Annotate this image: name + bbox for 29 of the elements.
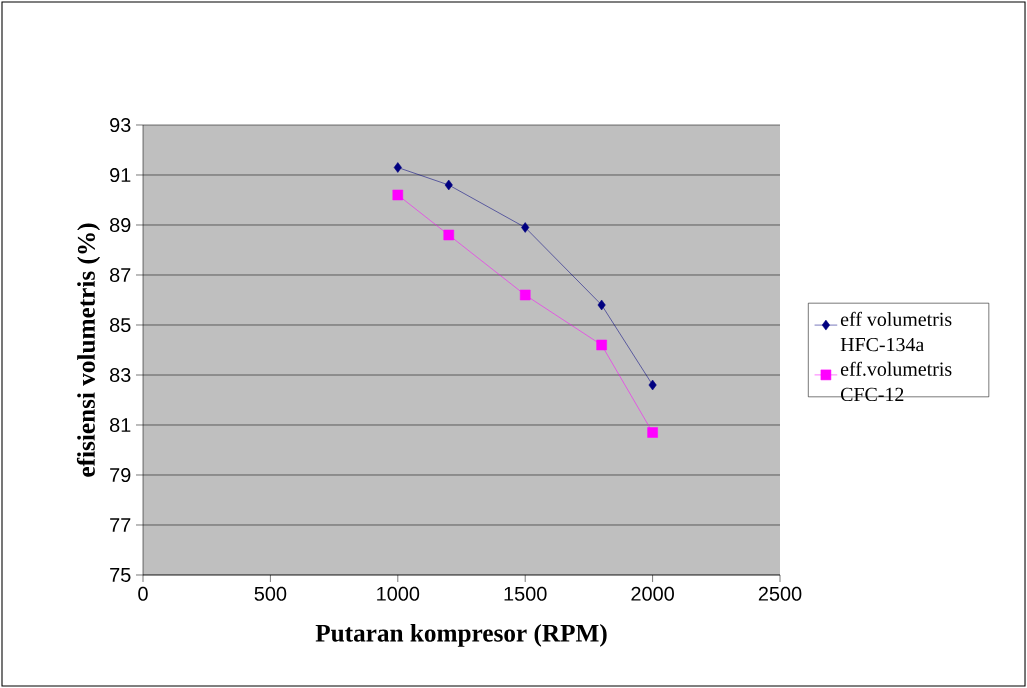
point bbox=[392, 189, 404, 201]
point bbox=[519, 289, 531, 301]
x-tick-label: 0 bbox=[138, 586, 148, 601]
y-tick-label: 89 bbox=[110, 217, 131, 233]
x-tick-label: 1000 bbox=[377, 586, 420, 601]
point bbox=[597, 299, 606, 311]
point bbox=[596, 339, 607, 351]
point bbox=[648, 379, 657, 391]
x-tick-label: 2000 bbox=[631, 586, 674, 601]
y-tick-label: 91 bbox=[110, 167, 131, 183]
y-tick-label: 87 bbox=[110, 267, 131, 283]
legend-label: eff.volumetris CFC-12 bbox=[840, 361, 952, 402]
x-tick-label: 500 bbox=[254, 586, 287, 601]
y-axis-title: efisiensi volumetris (%) bbox=[76, 223, 101, 477]
point bbox=[521, 222, 530, 233]
y-tick-label: 85 bbox=[110, 317, 131, 333]
y-tick-label: 81 bbox=[110, 417, 131, 433]
point bbox=[443, 229, 455, 241]
x-tick-label: 2500 bbox=[758, 586, 802, 601]
y-tick-label: 79 bbox=[110, 467, 131, 483]
point bbox=[393, 162, 402, 173]
y-tick-label: 75 bbox=[110, 568, 131, 582]
y-tick-label: 83 bbox=[110, 367, 131, 383]
x-tick-label: 1500 bbox=[504, 586, 547, 601]
point bbox=[444, 179, 453, 191]
point bbox=[647, 427, 658, 438]
x-axis-title: Putaran kompresor (RPM) bbox=[315, 623, 607, 647]
y-tick-label: 93 bbox=[110, 117, 131, 133]
y-tick-label: 77 bbox=[110, 518, 131, 532]
